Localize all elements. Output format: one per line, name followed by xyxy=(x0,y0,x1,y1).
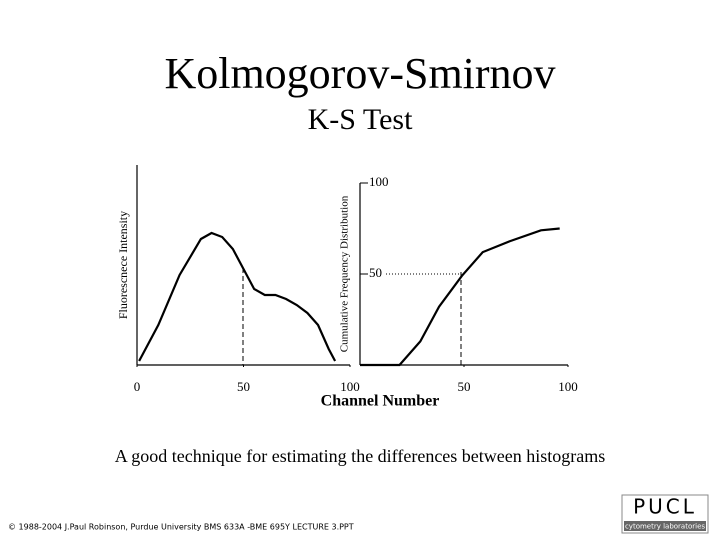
footer: © 1988-2004 J.Paul Robinson, Purdue Univ… xyxy=(8,523,354,532)
logo-band xyxy=(624,521,706,531)
data-line xyxy=(360,227,560,367)
x-tick-label: 50 xyxy=(458,379,471,394)
y-tick-label: 100 xyxy=(369,174,389,189)
logo: PUCL cytometry laboratories xyxy=(621,494,709,534)
y-tick-label: 50 xyxy=(369,265,382,280)
x-tick-label: 100 xyxy=(340,379,360,394)
x-tick-label: 100 xyxy=(558,379,578,394)
x-tick-label: 0 xyxy=(134,379,141,394)
x-tick-label: 50 xyxy=(237,379,250,394)
y-axis-label: Cumulative Frequency Distribution xyxy=(339,195,351,352)
slide-subtitle: K-S Test xyxy=(308,103,414,136)
caption: A good technique for estimating the diff… xyxy=(115,446,606,466)
y-axis-label: Fluorescnece Intensity xyxy=(116,211,130,319)
slide-title: Kolmogorov-Smirnov xyxy=(164,49,555,98)
logo-name: PUCL xyxy=(633,495,697,519)
data-line xyxy=(138,231,337,362)
x-axis-label: Channel Number xyxy=(321,393,440,410)
logo-tagline: cytometry laboratories xyxy=(625,523,705,531)
